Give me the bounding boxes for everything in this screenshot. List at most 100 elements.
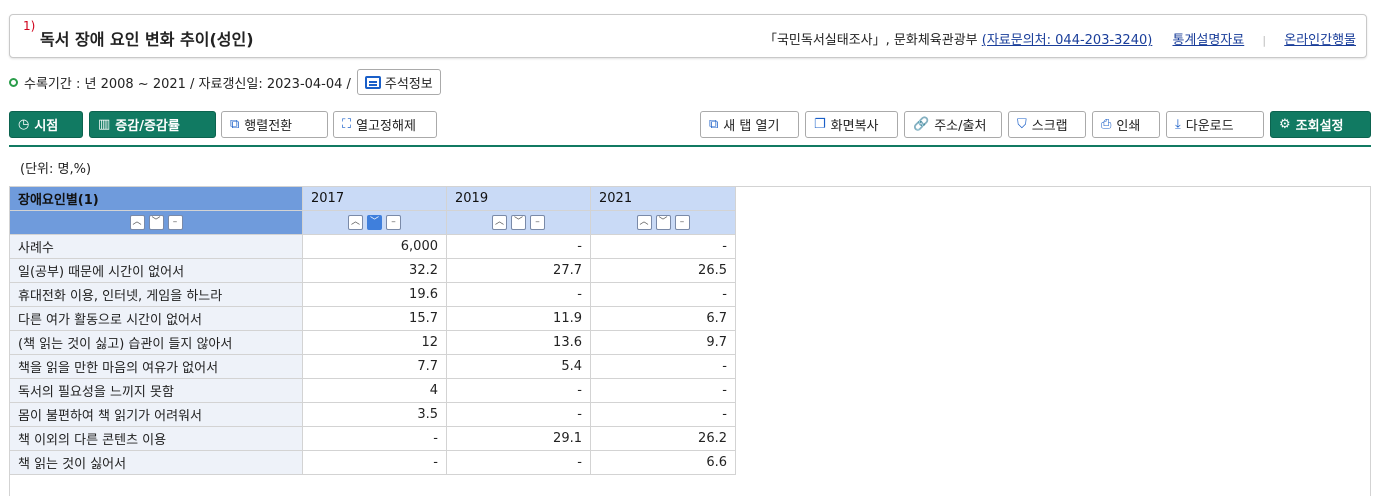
table-row: 책 읽는 것이 싫어서 - -6.6 (9, 450, 736, 475)
contact-link[interactable]: (자료문의처: 044-203-3240) (981, 33, 1153, 48)
sort-down-icon[interactable]: ﹀ (511, 215, 526, 230)
data-table: 장애요인별(1) 2017 2019 2021 ︿ ﹀ – ︿ ﹀ – ︿ ﹀ – ︿ ﹀ – … (9, 186, 736, 475)
sort-up-icon[interactable]: ︿ (492, 215, 507, 230)
title-bar: 1) 독서 장애 요인 변화 추이(성인) 「국민독서실태조사」, 문화체육관광… (9, 14, 1367, 58)
cell-value: 3.5 (302, 402, 447, 427)
cell-value: 5.4 (446, 354, 591, 379)
sort-down-icon[interactable]: ﹀ (367, 215, 382, 230)
online-publication-link[interactable]: 온라인간행물 (1284, 33, 1356, 48)
cell-value: - (446, 450, 591, 475)
table-row: 책 이외의 다른 콘텐츠 이용 -29.1 26.2 (9, 426, 736, 451)
period-text: 수록기간 : 년 2008 ~ 2021 / 자료갱신일: 2023-04-04… (24, 76, 351, 92)
table-row: 일(공부) 때문에 시간이 없어서 32.2 27.7 26.5 (9, 258, 736, 283)
cell-value: 6,000 (302, 234, 447, 259)
print-button[interactable]: ⎙ 인쇄 (1092, 111, 1160, 138)
unit-label: (단위: 명,%) (20, 162, 92, 177)
year-header: 2021 (590, 186, 736, 211)
row-label: 몸이 불편하여 책 읽기가 어려워서 (9, 402, 303, 427)
cell-value: - (446, 378, 591, 403)
page-title: 독서 장애 요인 변화 추이(성인) (40, 30, 254, 49)
sort-down-icon[interactable]: ﹀ (655, 215, 671, 230)
collapse-icon[interactable]: – (530, 215, 545, 230)
timepoint-button[interactable]: ◷ 시점 (9, 111, 83, 138)
cell-value: 19.6 (302, 282, 447, 307)
scrap-button[interactable]: ⛉ 스크랩 (1008, 111, 1086, 138)
year-header: 2019 (446, 186, 591, 211)
query-settings-label: 조회설정 (1295, 119, 1344, 134)
note-info-button[interactable]: 주석정보 (356, 69, 441, 95)
row-label: 책 읽는 것이 싫어서 (9, 450, 303, 475)
copy-screen-button[interactable]: ❐ 화면복사 (805, 111, 898, 138)
download-button[interactable]: ⤓ 다운로드 (1166, 111, 1264, 138)
timepoint-label: 시점 (34, 119, 59, 134)
stub-sort-controls: ︿ ﹀ – (9, 210, 303, 235)
comment-icon (364, 75, 381, 89)
cell-value: - (446, 282, 591, 307)
collapse-icon[interactable]: – (674, 215, 690, 230)
sort-down-icon[interactable]: ﹀ (148, 215, 164, 230)
cell-value: 29.1 (446, 426, 591, 451)
new-tab-button[interactable]: ⧉ 새 탭 열기 (700, 111, 799, 138)
pivot-label: 행렬전환 (244, 119, 293, 134)
pivot-icon: ⧉ (230, 117, 240, 132)
address-source-button[interactable]: 🔗 주소/출처 (904, 111, 1002, 138)
scrap-label: 스크랩 (1031, 119, 1068, 134)
bookmark-icon: ⛉ (1017, 117, 1027, 132)
row-label: (책 읽는 것이 싫고) 습관이 들지 않아서 (9, 330, 303, 355)
period-info: 수록기간 : 년 2008 ~ 2021 / 자료갱신일: 2023-04-04… (9, 68, 441, 96)
pivot-button[interactable]: ⧉ 행렬전환 (221, 111, 328, 138)
collapse-icon[interactable]: – (386, 215, 401, 230)
row-label: 사례수 (9, 234, 303, 259)
cell-value: 27.7 (446, 258, 591, 283)
collapse-icon[interactable]: – (167, 215, 183, 230)
table-row: 책을 읽을 만한 마음의 여유가 없어서 7.7 5.4- (9, 354, 736, 379)
cell-value: 13.6 (446, 330, 591, 355)
cell-value: - (446, 402, 591, 427)
clock-icon: ◷ (18, 117, 30, 132)
note-info-label: 주석정보 (384, 76, 433, 92)
source-survey: 「국민독서실태조사」, 문화체육관광부 (763, 33, 978, 48)
unfix-column-label: 열고정해제 (356, 119, 416, 134)
row-label: 독서의 필요성을 느끼지 못함 (9, 378, 303, 403)
sort-up-icon[interactable]: ︿ (129, 215, 145, 230)
row-label: 휴대전화 이용, 인터넷, 게임을 하느라 (9, 282, 303, 307)
copy-screen-label: 화면복사 (830, 119, 879, 134)
unfix-column-button[interactable]: ⛶ 열고정해제 (333, 111, 437, 138)
new-tab-label: 새 탭 열기 (723, 119, 780, 134)
cell-value: 6.6 (590, 450, 736, 475)
table-row: 몸이 불편하여 책 읽기가 어려워서 3.5- - (9, 402, 736, 427)
link-icon: 🔗 (913, 117, 930, 132)
download-icon: ⤓ (1175, 117, 1181, 132)
row-label: 일(공부) 때문에 시간이 없어서 (9, 258, 303, 283)
table-row: 다른 여가 활동으로 시간이 없어서 15.7 11.9 6.7 (9, 306, 736, 331)
toolbar-divider (9, 145, 1371, 147)
download-label: 다운로드 (1185, 119, 1234, 134)
print-label: 인쇄 (1116, 119, 1141, 134)
row-label: 책을 읽을 만한 마음의 여유가 없어서 (9, 354, 303, 379)
unfix-icon: ⛶ (342, 117, 352, 132)
cell-value: 6.7 (590, 306, 736, 331)
cell-value: - (590, 234, 736, 259)
title-footnote-mark: 1) (23, 19, 36, 33)
sort-up-icon[interactable]: ︿ (348, 215, 363, 230)
source-info: 「국민독서실태조사」, 문화체육관광부 (자료문의처: 044-203-3240… (764, 29, 1356, 48)
table-row: (책 읽는 것이 싫고) 습관이 들지 않아서 12 13.6 9.7 (9, 330, 736, 355)
year-sort-controls: ︿ ﹀ – (590, 210, 736, 235)
row-label: 책 이외의 다른 콘텐츠 이용 (9, 426, 303, 451)
table-row: 휴대전화 이용, 인터넷, 게임을 하느라 19.6- - (9, 282, 736, 307)
cell-value: - (446, 234, 591, 259)
sort-up-icon[interactable]: ︿ (636, 215, 652, 230)
gear-icon: ⚙ (1279, 117, 1291, 132)
cell-value: 26.5 (590, 258, 736, 283)
stat-description-link[interactable]: 통계설명자료 (1172, 33, 1245, 48)
year-header: 2017 (302, 186, 447, 211)
stub-header: 장애요인별(1) (9, 186, 303, 211)
print-icon: ⎙ (1101, 117, 1112, 132)
change-rate-button[interactable]: ▥ 증감/증감률 (89, 111, 216, 138)
external-icon: ⧉ (709, 117, 719, 132)
cell-value: 12 (302, 330, 447, 355)
year-sort-controls: ︿ ﹀ – (302, 210, 447, 235)
cell-value: 4 (302, 378, 447, 403)
cell-value: - (590, 282, 736, 307)
query-settings-button[interactable]: ⚙ 조회설정 (1270, 111, 1371, 138)
